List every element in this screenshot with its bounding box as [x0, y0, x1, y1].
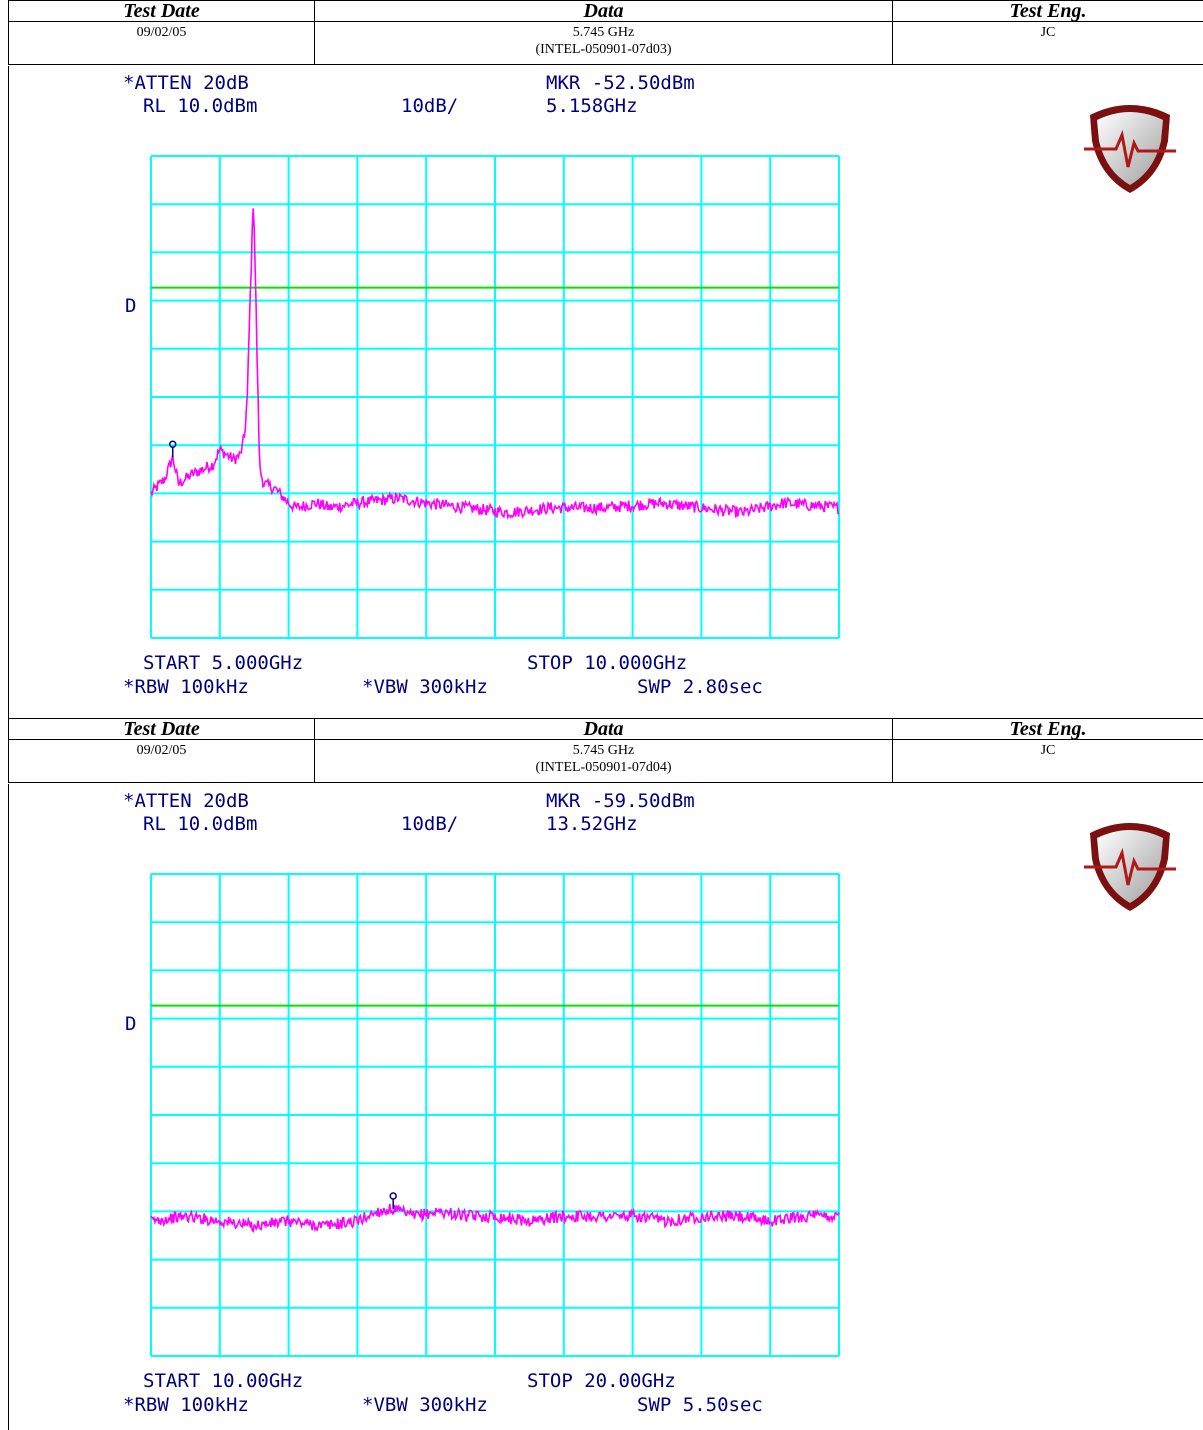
- col-test-date-label: Test Date: [8, 718, 315, 740]
- test-date-value: 09/02/05: [8, 739, 315, 783]
- rbw-label: *RBW 100kHz: [123, 676, 249, 698]
- display-line-label: D: [125, 295, 136, 317]
- header-table-2: Test Date Data Test Eng. 09/02/05 5.745 …: [8, 718, 1203, 783]
- marker-group: [389, 1192, 397, 1209]
- header-table-1: Test Date Data Test Eng. 09/02/05 5.745 …: [8, 0, 1203, 65]
- data-file-id: (INTEL-050901-07d03): [535, 42, 672, 57]
- start-freq-label: START 10.00GHz: [143, 1370, 303, 1392]
- vbw-label: *VBW 300kHz: [362, 1394, 488, 1416]
- marker-level-label: MKR -59.50dBm: [546, 790, 695, 812]
- ref-level-label: RL 10.0dBm: [143, 95, 257, 117]
- start-freq-label: START 5.000GHz: [143, 652, 303, 674]
- test-engineer-value: JC: [892, 739, 1203, 783]
- spectrum-trace-line: [150, 1203, 840, 1233]
- stop-freq-label: STOP 20.00GHz: [527, 1370, 676, 1392]
- marker-point: [389, 1192, 397, 1200]
- analyzer-panel-1: *ATTEN 20dB RL 10.0dBm 10dB/ MKR -52.50d…: [8, 66, 1203, 718]
- data-file-id: (INTEL-050901-07d04): [535, 760, 672, 775]
- company-logo-icon: [1084, 105, 1176, 193]
- test-date-value: 09/02/05: [8, 21, 315, 65]
- trace-group: [150, 1203, 840, 1233]
- marker-group: [168, 440, 177, 458]
- col-test-eng-label: Test Eng.: [892, 0, 1203, 22]
- spectrum-plot-2: *ATTEN 20dB RL 10.0dBm 10dB/ MKR -59.50d…: [123, 790, 1176, 1416]
- data-frequency: 5.745 GHz: [572, 25, 635, 40]
- sweep-label: SWP 5.50sec: [637, 1394, 763, 1416]
- marker-freq-label: 13.52GHz: [546, 813, 638, 835]
- data-frequency: 5.745 GHz: [572, 743, 635, 758]
- atten-label: *ATTEN 20dB: [123, 790, 249, 812]
- trace-group: [150, 208, 840, 521]
- display-line-label: D: [125, 1013, 136, 1035]
- spectrum-trace-line: [150, 208, 840, 521]
- marker-point: [168, 440, 177, 448]
- analyzer-panel-2: *ATTEN 20dB RL 10.0dBm 10dB/ MKR -59.50d…: [8, 784, 1203, 1430]
- vbw-label: *VBW 300kHz: [362, 676, 488, 698]
- col-test-eng-label: Test Eng.: [892, 718, 1203, 740]
- col-data-label: Data: [314, 0, 893, 22]
- company-logo-icon: [1084, 823, 1176, 911]
- col-test-date-label: Test Date: [8, 0, 315, 22]
- spectrum-plot-1: *ATTEN 20dB RL 10.0dBm 10dB/ MKR -52.50d…: [123, 72, 1176, 698]
- marker-freq-label: 5.158GHz: [546, 95, 638, 117]
- plot-grid: [150, 155, 840, 639]
- plot-grid: [150, 873, 840, 1357]
- stop-freq-label: STOP 10.000GHz: [527, 652, 687, 674]
- scale-label: 10dB/: [401, 813, 458, 835]
- ref-level-label: RL 10.0dBm: [143, 813, 257, 835]
- marker-level-label: MKR -52.50dBm: [546, 72, 695, 94]
- sweep-label: SWP 2.80sec: [637, 676, 763, 698]
- scale-label: 10dB/: [401, 95, 458, 117]
- data-value: 5.745 GHz (INTEL-050901-07d04): [314, 739, 893, 783]
- data-value: 5.745 GHz (INTEL-050901-07d03): [314, 21, 893, 65]
- test-engineer-value: JC: [892, 21, 1203, 65]
- col-data-label: Data: [314, 718, 893, 740]
- atten-label: *ATTEN 20dB: [123, 72, 249, 94]
- rbw-label: *RBW 100kHz: [123, 1394, 249, 1416]
